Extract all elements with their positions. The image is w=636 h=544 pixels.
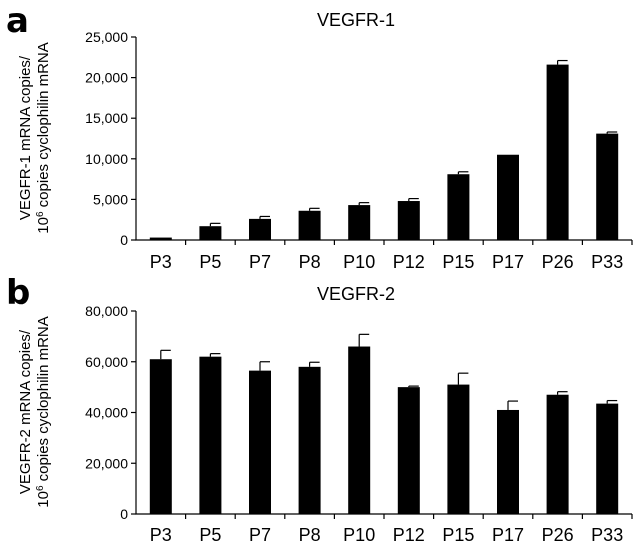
panel-b-bar-P7 — [249, 370, 271, 514]
panel-a-xtick-label-P3: P3 — [150, 252, 172, 272]
panel-a-ylabel-post: copies cyclophilin mRNA — [35, 42, 52, 211]
panel-a-bar-P12 — [397, 201, 420, 240]
panel-b-xtick-label-P15: P15 — [442, 525, 474, 544]
panel-a-bar-P17 — [497, 154, 519, 240]
panel-a-axes — [135, 37, 632, 241]
panel-a-xtick-label-P5: P5 — [199, 252, 221, 272]
panel-b-bar-P3 — [149, 359, 172, 514]
panel-b-ytick-label: 60,000 — [85, 354, 128, 370]
panel-a-chart: a VEGFR-1 VEGFR-1 mRNA copies/ 106 copie… — [6, 1, 633, 272]
panel-a-bar-P7 — [249, 218, 271, 240]
panel-b-title: VEGFR-2 — [317, 284, 395, 304]
panel-b-xtick-label-P8: P8 — [299, 525, 321, 544]
panel-a-letter: a — [6, 1, 29, 41]
panel-b-ylabel-line1: VEGFR-2 mRNA copies/ — [17, 329, 34, 494]
panel-a-xtick-label-P8: P8 — [299, 252, 321, 272]
panel-b-xtick-label-P7: P7 — [249, 525, 271, 544]
panel-a-xtick-label-P10: P10 — [343, 252, 375, 272]
panel-a-ylabel-pre: 10 — [35, 217, 52, 234]
panel-b-bar-P10 — [348, 346, 371, 514]
panel-b-ytick-label: 40,000 — [85, 405, 128, 421]
panel-b-bar-P33 — [596, 403, 619, 514]
panel-a-bar-P10 — [348, 205, 371, 240]
panel-a-title: VEGFR-1 — [317, 10, 395, 30]
panel-a-ytick-label: 0 — [120, 232, 128, 248]
panel-b-bar-P26 — [546, 394, 569, 514]
panel-a-ytick-label: 10,000 — [85, 151, 128, 167]
panel-a-ytick-label: 15,000 — [85, 110, 128, 126]
panel-b-ytick-label: 80,000 — [85, 303, 128, 319]
panel-b-bar-P5 — [199, 356, 222, 514]
panel-a-ytick-label: 5,000 — [93, 191, 128, 207]
panel-a-bar-P5 — [199, 226, 222, 240]
panel-b-chart: b VEGFR-2 VEGFR-2 mRNA copies/ 106 copie… — [6, 273, 633, 544]
panel-a-bar-P3 — [149, 237, 172, 240]
panel-b-bar-P17 — [497, 409, 519, 514]
panel-a-bar-P8 — [298, 210, 321, 240]
panel-b-ytick-label: 0 — [120, 506, 128, 522]
panel-b-ylabel-sup: 6 — [35, 485, 46, 491]
panel-a-ylabel-sup: 6 — [35, 211, 46, 217]
panel-b-ylabel-line2: 106 copies cyclophilin mRNA — [35, 316, 52, 507]
panel-b-xtick-label-P10: P10 — [343, 525, 375, 544]
panel-a-ytick-label: 25,000 — [85, 29, 128, 45]
panel-a-xtick-label-P15: P15 — [442, 252, 474, 272]
panel-b-xtick-label-P5: P5 — [199, 525, 221, 544]
panel-b-ylabel-pre: 10 — [35, 491, 52, 508]
panel-a-ytick-label: 20,000 — [85, 70, 128, 86]
panel-b-axes — [135, 311, 632, 515]
panel-b-xtick-label-P33: P33 — [591, 525, 623, 544]
panel-b-xtick-label-P3: P3 — [150, 525, 172, 544]
panel-b-letter: b — [6, 273, 30, 313]
panel-b-xtick-label-P17: P17 — [492, 525, 524, 544]
panel-b-ylabel-post: copies cyclophilin mRNA — [35, 316, 52, 485]
panel-b-xtick-label-P26: P26 — [542, 525, 574, 544]
panel-b-xtick-label-P12: P12 — [393, 525, 425, 544]
panel-a-xtick-label-P12: P12 — [393, 252, 425, 272]
panel-a-bar-P26 — [546, 64, 569, 240]
panel-b-bar-P12 — [397, 387, 420, 514]
panel-a-xtick-label-P33: P33 — [591, 252, 623, 272]
panel-a-bar-P33 — [596, 133, 619, 240]
panel-a-xtick-label-P26: P26 — [542, 252, 574, 272]
panel-b-bar-P15 — [447, 384, 470, 514]
panel-a-ylabel-line1: VEGFR-1 mRNA copies/ — [17, 55, 34, 220]
panel-a-ylabel-line2: 106 copies cyclophilin mRNA — [35, 42, 52, 233]
panel-a-bar-P15 — [447, 174, 470, 240]
panel-b-bar-P8 — [298, 366, 321, 514]
panel-a-xtick-label-P7: P7 — [249, 252, 271, 272]
panel-a-xtick-label-P17: P17 — [492, 252, 524, 272]
panel-b-ytick-label: 20,000 — [85, 455, 128, 471]
